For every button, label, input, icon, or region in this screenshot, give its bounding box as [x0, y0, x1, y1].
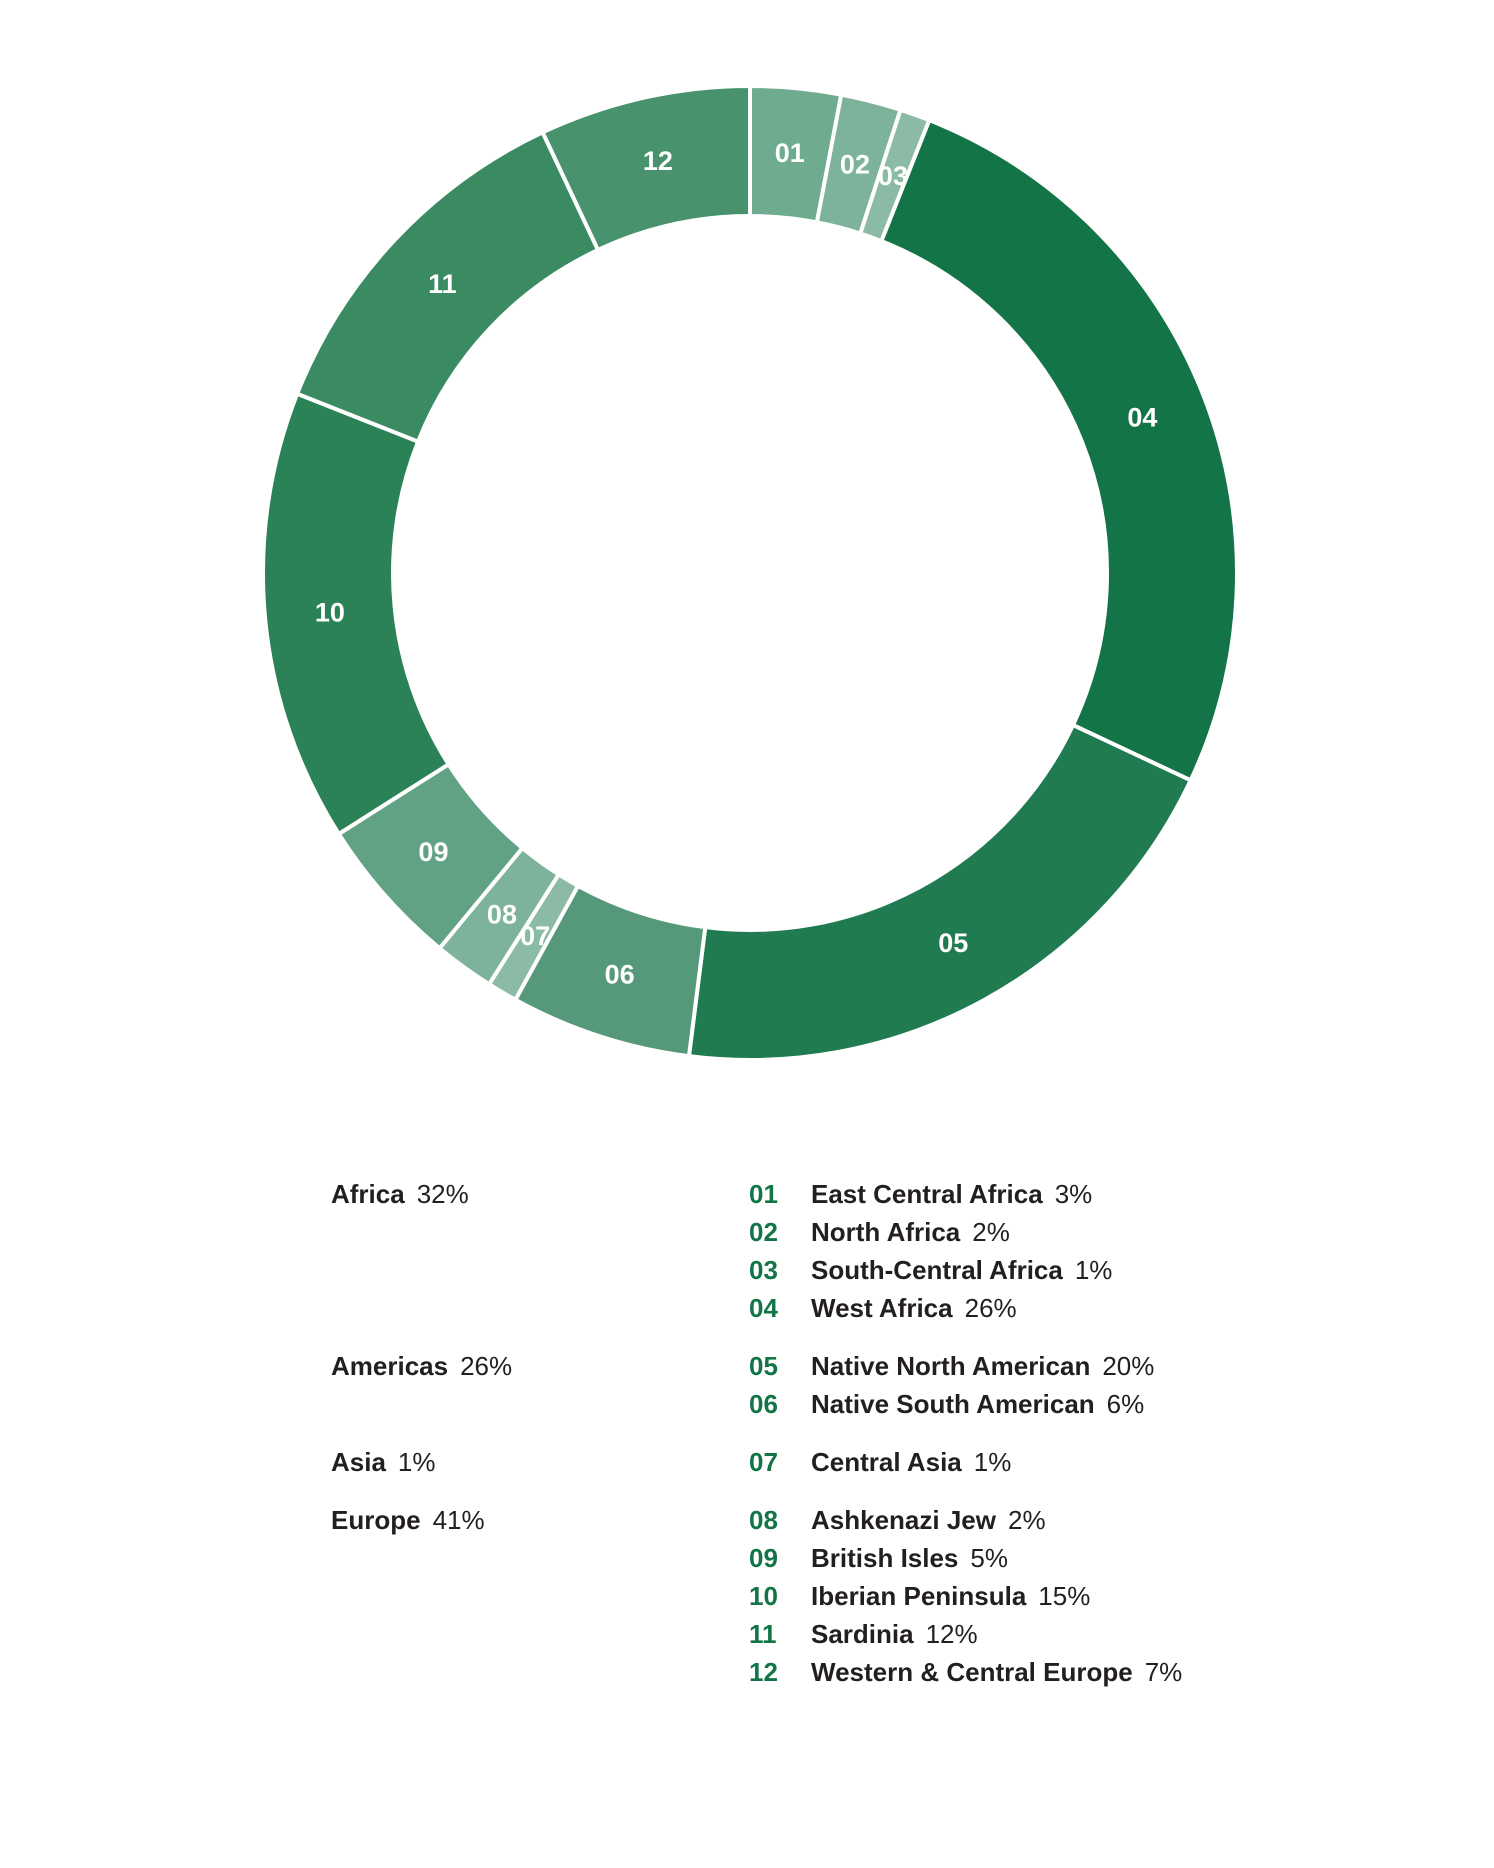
legend-item: 11 Sardinia 12% [749, 1618, 978, 1650]
group-name: Asia [331, 1447, 386, 1477]
legend-item: 03 South-Central Africa 1% [749, 1254, 1112, 1286]
legend-item-name: Ashkenazi Jew [811, 1505, 996, 1535]
legend-item-name: Central Asia [811, 1447, 962, 1477]
legend-item-number: 01 [749, 1179, 778, 1209]
legend-item-name: British Isles [811, 1543, 959, 1573]
legend-item: 07 Central Asia 1% [749, 1446, 1011, 1478]
legend-item-number: 12 [749, 1657, 778, 1687]
legend-item: 09 British Isles 5% [749, 1542, 1008, 1574]
slice-label-11: 11 [428, 269, 457, 299]
legend-item-name: West Africa [811, 1293, 953, 1323]
legend-item-number: 09 [749, 1543, 778, 1573]
legend-item: 10 Iberian Peninsula 15% [749, 1580, 1090, 1612]
legend-item: 04 West Africa 26% [749, 1292, 1017, 1324]
group-percent: 1% [397, 1447, 436, 1477]
legend-item: 01 East Central Africa 3% [749, 1178, 1092, 1210]
legend-group-europe: Europe 41% [331, 1504, 485, 1536]
legend-item-number: 11 [749, 1619, 777, 1649]
donut-slice-04 [878, 117, 1239, 784]
legend-group-africa: Africa 32% [331, 1178, 469, 1210]
legend-item-percent: 2% [972, 1217, 1010, 1247]
legend-item-name: Iberian Peninsula [811, 1581, 1027, 1611]
legend-group-asia: Asia 1% [331, 1446, 436, 1478]
legend-item-name: South-Central Africa [811, 1255, 1063, 1285]
legend-item-percent: 20% [1102, 1351, 1155, 1381]
group-name: Europe [331, 1505, 421, 1535]
group-name: Africa [331, 1179, 405, 1209]
group-percent: 32% [416, 1179, 469, 1209]
legend-item: 12 Western & Central Europe 7% [749, 1656, 1182, 1688]
slice-label-02: 02 [840, 149, 870, 179]
legend-item-percent: 6% [1106, 1389, 1145, 1419]
legend-item-name: Native South American [811, 1389, 1095, 1419]
legend-item-number: 10 [749, 1581, 778, 1611]
legend-item-number: 03 [749, 1255, 778, 1285]
legend-group-americas: Americas 26% [331, 1350, 512, 1382]
legend-item-percent: 1% [1074, 1255, 1113, 1285]
legend-item-percent: 1% [973, 1447, 1012, 1477]
legend-item-name: Western & Central Europe [811, 1657, 1133, 1687]
slice-label-10: 10 [315, 598, 345, 628]
legend-item-name: East Central Africa [811, 1179, 1043, 1209]
legend-item-percent: 7% [1144, 1657, 1183, 1687]
legend-item-percent: 2% [1007, 1505, 1046, 1535]
donut-slice-10 [261, 391, 452, 837]
legend-item: 02 North Africa 2% [749, 1216, 1010, 1248]
legend-item-number: 07 [749, 1447, 778, 1477]
legend-item-percent: 15% [1038, 1581, 1091, 1611]
slice-label-06: 06 [605, 959, 635, 989]
slice-label-12: 12 [643, 146, 673, 176]
slice-label-09: 09 [418, 837, 448, 867]
legend-item: 05 Native North American 20% [749, 1350, 1154, 1382]
legend-item-number: 08 [749, 1505, 778, 1535]
legend-item-name: North Africa [811, 1217, 961, 1247]
legend-item-percent: 12% [925, 1619, 978, 1649]
legend-item-percent: 26% [964, 1293, 1017, 1323]
group-name: Americas [331, 1351, 449, 1381]
slice-label-04: 04 [1127, 403, 1157, 433]
legend-item-number: 04 [749, 1293, 778, 1323]
legend-item-number: 02 [749, 1217, 778, 1247]
slice-label-05: 05 [938, 928, 968, 958]
legend-item-number: 06 [749, 1389, 778, 1419]
legend-item-name: Native North American [811, 1351, 1091, 1381]
legend-item-number: 05 [749, 1351, 778, 1381]
legend-item-percent: 5% [970, 1543, 1008, 1573]
slice-label-01: 01 [775, 138, 805, 168]
slice-label-08: 08 [487, 899, 517, 929]
donut-slice-05 [686, 722, 1194, 1062]
legend-item: 08 Ashkenazi Jew 2% [749, 1504, 1046, 1536]
group-percent: 41% [432, 1505, 485, 1535]
legend-item: 06 Native South American 6% [749, 1388, 1144, 1420]
group-percent: 26% [460, 1351, 513, 1381]
legend-item-name: Sardinia [811, 1619, 914, 1649]
legend-item-percent: 3% [1054, 1179, 1093, 1209]
donut-slice-12 [539, 83, 752, 253]
